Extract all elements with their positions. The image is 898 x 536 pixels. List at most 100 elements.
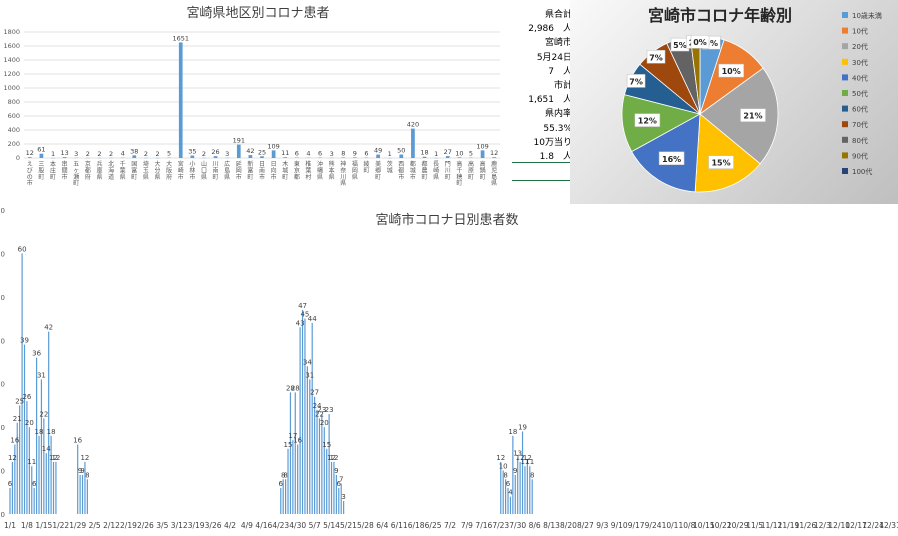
daily-bar [330, 461, 333, 514]
daily-value-label: 14 [42, 445, 51, 453]
daily-value-label: 12 [523, 454, 532, 462]
x-tick-label: 7/9 [461, 521, 473, 530]
bar-value-label: 38 [130, 147, 138, 155]
bar [178, 42, 183, 158]
x-tick-label: 本庄町 [50, 160, 56, 181]
daily-chart-title: 宮崎市コロナ日別患者数 [375, 212, 518, 228]
daily-value-label: 17 [288, 432, 297, 440]
pie-value-label: 5% [704, 39, 718, 48]
daily-value-label: 8 [283, 471, 287, 479]
x-tick-label: 11/12 [761, 521, 783, 530]
daily-value-label: 11 [27, 458, 36, 466]
stat-line: 宮崎市 [544, 38, 572, 49]
daily-bar [21, 253, 23, 514]
x-tick-label: 4/2 [224, 521, 236, 530]
legend-label: 80代 [852, 136, 868, 145]
x-tick-label: 10/22 [710, 521, 732, 530]
bar [457, 157, 462, 158]
daily-value-label: 4 [508, 489, 513, 497]
divider-line [512, 180, 570, 181]
daily-value-label: 9 [513, 467, 517, 475]
y-tick-label: 0 [1, 294, 5, 302]
x-tick-label: 串間市 [62, 160, 68, 181]
daily-value-label: 8 [503, 471, 507, 479]
daily-value-label: 26 [22, 393, 31, 401]
legend-label: 10歳未満 [852, 11, 882, 20]
daily-bar [514, 474, 516, 514]
daily-bar [519, 461, 521, 514]
x-tick-label: 鹿児島県 [491, 160, 497, 187]
x-tick-label: 高鍋町 [480, 160, 486, 181]
x-tick-label: 都城市 [410, 160, 416, 181]
bar-value-label: 420 [407, 121, 419, 129]
x-tick-label: 9/17 [628, 521, 645, 530]
daily-bar [500, 461, 502, 514]
x-tick-label: 新富町 [247, 160, 253, 181]
pie-label-box [658, 151, 685, 166]
daily-value-label: 39 [20, 337, 29, 345]
daily-bar [45, 453, 47, 514]
stat-line: 7 人 [548, 66, 572, 77]
y-tick-label: 0 [1, 337, 5, 345]
age-pie-panel: 宮崎市コロナ年齢別 5%10%21%15%16%12%7%7%5%2%0% 10… [570, 0, 898, 204]
daily-value-label: 42 [44, 324, 53, 332]
legend-label: 40代 [852, 73, 868, 82]
daily-bar [309, 379, 311, 514]
bar [39, 153, 44, 158]
x-tick-label: 高千穂町 [456, 160, 462, 187]
daily-bar [84, 461, 86, 514]
daily-bar [77, 444, 79, 514]
daily-value-label: 20 [320, 419, 329, 427]
regional-bar-chart: 宮崎県地区別コロナ患者 0 200 400 600 800 1000 1200 1400 160… [0, 0, 508, 204]
x-tick-label: 宮崎市 [178, 160, 184, 181]
x-tick-label: 三股町 [38, 161, 44, 181]
x-tick-label: 6/11 [391, 521, 408, 530]
pie-chart-title: 宮崎市コロナ年齢別 [648, 6, 792, 25]
x-tick-label: 兵庫県 [96, 160, 102, 181]
bar-value-label: 12 [490, 149, 498, 157]
legend-swatch [842, 27, 848, 34]
daily-value-label: 8 [530, 471, 534, 479]
daily-value-label: 31 [37, 371, 46, 379]
daily-value-label: 12 [516, 454, 525, 462]
legend-label: 50代 [852, 89, 868, 98]
x-tick-label: 大分県 [155, 160, 161, 181]
daily-bar [526, 461, 528, 514]
legend-label: 30代 [852, 58, 868, 67]
daily-value-label: 8 [281, 471, 285, 479]
x-tick-label: 9/10 [611, 521, 628, 530]
bar-value-label: 50 [397, 147, 405, 155]
daily-bar [321, 414, 323, 514]
legend-label: 70代 [852, 120, 868, 129]
daily-bar [280, 487, 282, 514]
x-tick-label: 五ヶ瀬町 [73, 161, 79, 187]
x-tick-label: 7/23 [492, 521, 509, 530]
daily-value-label: 12 [80, 454, 89, 462]
bar-value-label: 109 [476, 142, 488, 150]
bar-value-label: 3 [74, 150, 78, 158]
bar-value-label: 26 [211, 148, 219, 156]
bar-value-label: 2 [109, 150, 113, 158]
x-tick-label: 6/4 [376, 521, 388, 530]
x-tick-label: 6/25 [425, 521, 442, 530]
daily-bar [314, 396, 316, 514]
daily-bar [343, 500, 345, 514]
divider-line [512, 162, 570, 163]
y-tick-label: 0 [1, 424, 5, 432]
y-tick-label: 0 [1, 250, 5, 258]
daily-bar [31, 466, 33, 514]
x-tick-label: 椎葉村 [305, 160, 311, 181]
daily-value-label: 28 [286, 384, 295, 392]
daily-bar [521, 431, 524, 514]
x-tick-label: 8/13 [543, 521, 560, 530]
x-tick-label: 2/5 [89, 521, 101, 530]
y-tick-label: 400 [8, 126, 20, 134]
pie-label-box [634, 113, 661, 127]
daily-bar [28, 427, 30, 514]
pie-value-label: 7% [629, 77, 643, 86]
daily-bar-chart: 宮崎市コロナ日別患者数 000000070 612162125603926201… [0, 204, 898, 536]
x-tick-label: 山口県 [201, 160, 207, 181]
daily-value-label: 45 [300, 311, 309, 319]
x-tick-label: 1/1 [4, 521, 16, 530]
daily-bar [502, 470, 504, 514]
